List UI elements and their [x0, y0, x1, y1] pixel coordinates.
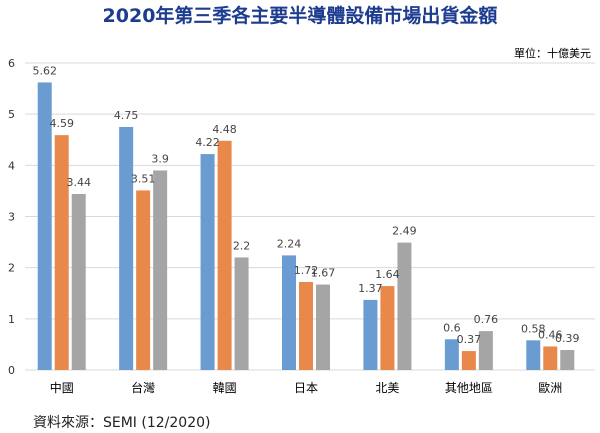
unit-label: 單位：十億美元	[514, 46, 591, 60]
x-tick-label: 台灣	[131, 380, 155, 395]
data-label: 0.46	[538, 328, 563, 341]
data-label: 5.62	[32, 64, 57, 77]
bar-series-1	[526, 340, 541, 370]
data-label: 0.76	[474, 313, 499, 326]
bar-series-3	[316, 284, 330, 370]
bar-series-2	[299, 281, 313, 370]
bar-series-2	[543, 346, 558, 370]
bar-series-1	[444, 339, 459, 370]
data-label: 4.59	[49, 117, 74, 130]
x-tick-label: 日本	[294, 381, 318, 395]
data-labels: 5.62 4.59 3.44 4.75 3.51 3.9 4.224.48 2.2 2.24 1.…	[32, 64, 579, 346]
bar-series-1	[282, 255, 296, 370]
data-label: 4.75	[114, 109, 139, 122]
bar-series-2	[461, 351, 476, 370]
bar-series-1	[119, 126, 134, 370]
data-label: 3.51	[131, 172, 156, 185]
data-label: 0.37	[457, 333, 482, 346]
bar-series-1	[37, 82, 52, 371]
bar-series-3	[234, 257, 249, 370]
x-tick-label: 韓國	[213, 381, 237, 395]
data-label: 0.39	[555, 332, 580, 345]
chart-title: 2020年第三季各主要半導體設備市場出貨金額	[103, 4, 498, 27]
bar-series-3	[478, 331, 493, 370]
y-tick-label: 5	[8, 108, 15, 121]
bar-series-1	[200, 154, 215, 370]
bar-series-2	[54, 135, 69, 370]
data-label: 1.64	[375, 268, 400, 281]
bar-series-1	[363, 299, 378, 370]
bars	[37, 82, 575, 371]
y-tick-label: 0	[8, 364, 15, 377]
x-tick-label: 北美	[375, 381, 399, 395]
y-tick-label: 3	[8, 211, 15, 224]
data-label: 0.58	[521, 322, 546, 335]
data-label: 1.67	[311, 267, 336, 280]
y-tick-label: 1	[8, 313, 15, 326]
data-label: 2.49	[392, 225, 417, 238]
data-label: 1.72	[294, 264, 319, 277]
bar-series-3	[397, 242, 412, 370]
x-tick-label: 中國	[50, 380, 74, 395]
data-label: 3.44	[66, 176, 91, 189]
y-tick-label: 4	[8, 159, 15, 172]
bar-series-2	[217, 140, 232, 370]
y-axis: 0 1 2 3 4 5 6	[8, 57, 15, 377]
y-tick-label: 6	[8, 57, 15, 70]
data-label: 0.6	[443, 321, 461, 334]
data-label: 4.48	[212, 123, 237, 136]
x-tick-label: 其他地區	[445, 381, 493, 395]
bar-series-3	[71, 193, 86, 370]
data-label: 3.9	[151, 152, 169, 165]
data-label: 1.37	[358, 282, 383, 295]
data-label: 2.24	[277, 237, 302, 250]
bar-series-3	[153, 170, 168, 370]
bar-series-2	[136, 190, 151, 370]
x-tick-label: 歐洲	[538, 380, 562, 395]
x-axis: 中國 台灣 韓國 日本 北美 其他地區 歐洲	[50, 380, 563, 395]
y-tick-label: 2	[8, 262, 15, 275]
data-label: 2.2	[233, 239, 251, 252]
bar-series-3	[560, 350, 575, 370]
source-note: 資料來源：SEMI (12/2020)	[33, 415, 210, 431]
bar-series-2	[380, 286, 395, 370]
data-label: 4.22	[195, 136, 220, 149]
